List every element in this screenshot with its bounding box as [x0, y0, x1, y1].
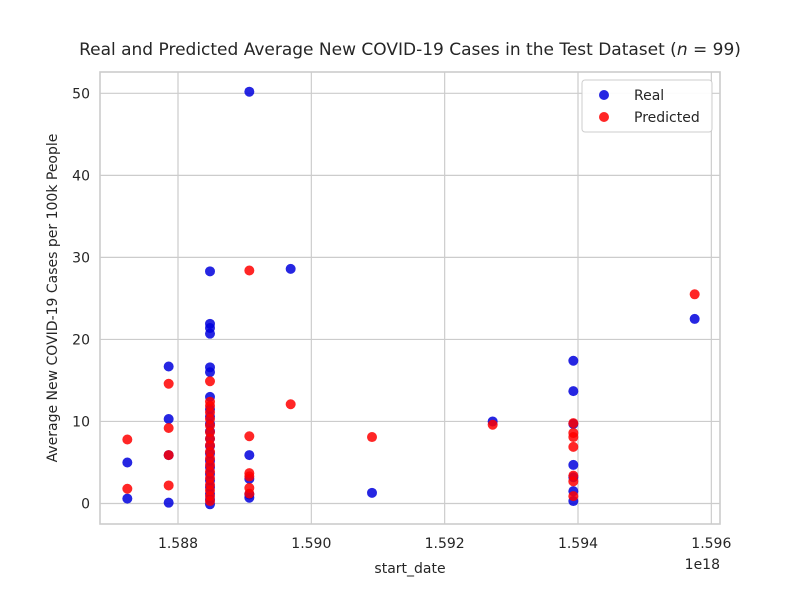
y-tick-label: 20 — [72, 332, 90, 348]
legend-marker-real — [599, 90, 609, 100]
predicted-point — [163, 480, 174, 491]
chart-title-n: n — [677, 40, 688, 60]
real-point — [163, 497, 174, 508]
y-tick-label: 50 — [72, 86, 90, 102]
y-tick-label: 40 — [72, 168, 90, 184]
real-point — [689, 313, 700, 324]
legend: Real Predicted — [581, 79, 713, 133]
y-tick-label: 10 — [72, 414, 90, 430]
predicted-point — [163, 423, 174, 434]
real-point — [285, 263, 296, 274]
legend-marker-predicted — [599, 112, 609, 122]
real-point — [205, 362, 215, 373]
real-point — [244, 450, 255, 461]
real-point — [205, 266, 215, 277]
chart-title-tail: = 99) — [688, 40, 741, 60]
real-point — [163, 361, 174, 372]
real-point — [568, 459, 579, 470]
x-tick-labels: 1.588 1.590 1.592 1.594 1.596 — [158, 536, 732, 552]
x-tick-label: 1.590 — [291, 536, 331, 552]
predicted-point — [244, 468, 255, 479]
x-tick-label: 1.588 — [158, 536, 198, 552]
real-point — [122, 457, 133, 468]
x-tick-label: 1.592 — [425, 536, 465, 552]
predicted-point — [163, 378, 174, 389]
predicted-point — [568, 491, 579, 502]
predicted-point — [568, 418, 579, 429]
predicted-point — [122, 483, 133, 494]
predicted-point — [163, 450, 174, 461]
real-point — [122, 493, 133, 504]
predicted-point — [244, 431, 255, 442]
predicted-point — [487, 419, 498, 430]
predicted-point — [689, 289, 700, 300]
predicted-point — [244, 482, 255, 493]
real-point — [367, 487, 377, 498]
real-point — [568, 386, 579, 397]
predicted-point — [367, 432, 377, 443]
series-predicted — [122, 265, 700, 507]
predicted-point — [568, 470, 579, 481]
predicted-point — [122, 434, 133, 445]
chart-title: Real and Predicted Average New COVID-19 … — [79, 40, 741, 60]
y-axis-label: Average New COVID-19 Cases per 100k Peop… — [45, 134, 61, 463]
predicted-point — [568, 441, 579, 452]
predicted-point — [568, 427, 579, 438]
real-point — [244, 86, 255, 97]
legend-box — [581, 79, 713, 133]
y-tick-label: 0 — [81, 496, 90, 512]
real-point — [568, 355, 579, 366]
real-point — [205, 318, 215, 329]
legend-label-real: Real — [634, 88, 664, 104]
real-point — [163, 413, 174, 424]
predicted-point — [205, 396, 215, 407]
plot-frame — [99, 71, 721, 525]
y-tick-labels: 0 10 20 30 40 50 — [72, 86, 90, 512]
x-axis-label: start_date — [374, 561, 445, 577]
legend-label-predicted: Predicted — [634, 110, 700, 126]
x-tick-label: 1.596 — [691, 536, 731, 552]
predicted-point — [205, 376, 215, 387]
y-tick-label: 30 — [72, 250, 90, 266]
predicted-point — [285, 399, 296, 410]
grid-lines — [100, 72, 720, 524]
data-points — [122, 86, 700, 510]
predicted-point — [244, 265, 255, 276]
y-axis-offset-label: 1e18 — [685, 557, 720, 573]
x-tick-label: 1.594 — [558, 536, 598, 552]
